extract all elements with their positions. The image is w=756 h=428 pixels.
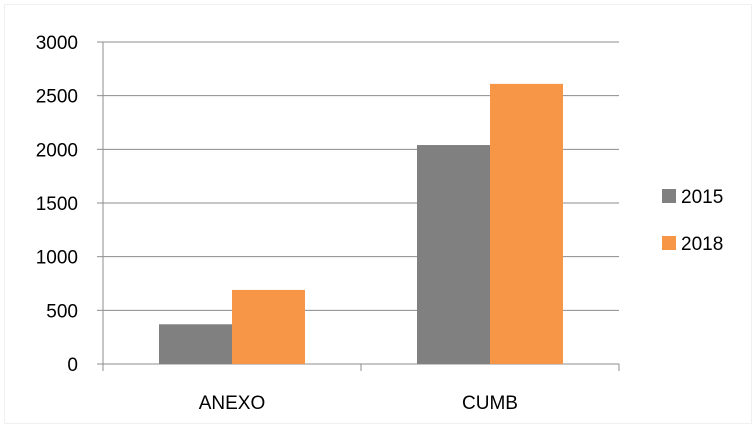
legend-swatch-2018 <box>662 236 676 250</box>
y-tick-label: 0 <box>67 355 78 376</box>
y-tick-label: 2000 <box>36 140 78 161</box>
y-axis: 0 500 1000 1500 2000 2500 3000 <box>36 33 104 376</box>
x-category-label: CUMB <box>462 393 518 414</box>
legend-label-2018: 2018 <box>681 234 723 255</box>
chart-frame <box>4 4 752 424</box>
x-category-label: ANEXO <box>199 393 266 414</box>
bar-2015-cumb <box>417 145 490 364</box>
y-tick-label: 2500 <box>36 87 78 108</box>
y-tick-label: 1500 <box>36 194 78 215</box>
bar-2018-anexo <box>232 289 305 364</box>
legend-label-2015: 2015 <box>681 187 723 208</box>
bar-2018-cumb <box>490 83 563 365</box>
y-tick-label: 500 <box>46 301 78 322</box>
legend: 2015 2018 <box>662 187 723 255</box>
bars <box>159 83 563 365</box>
legend-swatch-2015 <box>662 189 676 203</box>
x-axis: ANEXO CUMB <box>102 363 620 414</box>
y-tick-label: 3000 <box>36 33 78 54</box>
bar-2015-anexo <box>159 324 232 364</box>
y-tick-label: 1000 <box>36 248 78 269</box>
